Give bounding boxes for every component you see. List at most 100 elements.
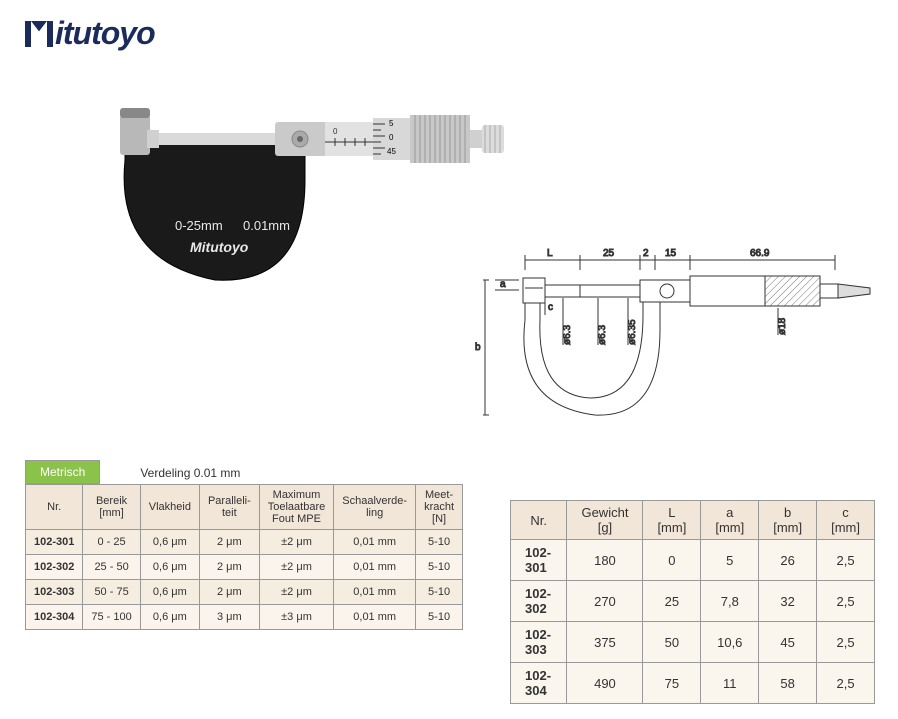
table-cell: 45	[759, 622, 817, 663]
table-cell: 11	[701, 663, 759, 704]
table-cell: 0,6 μm	[140, 555, 199, 580]
verdeling-label: Verdeling 0.01 mm	[140, 462, 240, 484]
table-cell: 26	[759, 540, 817, 581]
table-cell: 5	[701, 540, 759, 581]
table-cell: 102-304	[26, 605, 83, 630]
table-cell: 0	[643, 540, 701, 581]
spec-table-2: Nr.Gewicht[g]L[mm]a[mm]b[mm]c[mm] 102-30…	[510, 500, 875, 704]
table-cell: 2,5	[817, 663, 875, 704]
table-header: Nr.	[26, 485, 83, 530]
metrisch-tab: Metrisch	[25, 460, 100, 484]
table-cell: 2 μm	[199, 580, 259, 605]
svg-text:ø6.35: ø6.35	[627, 319, 638, 345]
brand-logo: itutoyo	[25, 15, 155, 52]
table-row: 102-30475 - 1000,6 μm3 μm±3 μm0,01 mm5-1…	[26, 605, 463, 630]
table-cell: 0,01 mm	[334, 555, 416, 580]
table-cell: 2 μm	[199, 555, 259, 580]
spec-table-1: Nr.Bereik[mm]VlakheidParalleli-teitMaxim…	[25, 484, 463, 630]
svg-text:15: 15	[665, 248, 677, 259]
table-cell: 25	[643, 581, 701, 622]
table-header: Gewicht[g]	[567, 501, 643, 540]
svg-text:b: b	[475, 342, 481, 353]
table-cell: 102-303	[26, 580, 83, 605]
table-cell: ±2 μm	[259, 580, 334, 605]
svg-text:c: c	[548, 302, 553, 313]
svg-text:ø6.3: ø6.3	[597, 325, 608, 345]
table-row: 102-302270257,8322,5	[511, 581, 875, 622]
table-cell: 180	[567, 540, 643, 581]
svg-text:25: 25	[603, 248, 615, 259]
svg-text:2: 2	[643, 248, 649, 259]
thimble-mark: 0	[389, 133, 394, 142]
table-header: Meet-kracht[N]	[416, 485, 463, 530]
table-row: 102-30118005262,5	[511, 540, 875, 581]
table-header: MaximumToelaatbareFout MPE	[259, 485, 334, 530]
table-cell: 2,5	[817, 540, 875, 581]
table-header: Nr.	[511, 501, 567, 540]
table-cell: ±3 μm	[259, 605, 334, 630]
table-cell: 102-302	[26, 555, 83, 580]
table-cell: 102-302	[511, 581, 567, 622]
table-cell: 75 - 100	[83, 605, 140, 630]
table-cell: 5-10	[416, 580, 463, 605]
table-cell: 5-10	[416, 530, 463, 555]
table-cell: 270	[567, 581, 643, 622]
logo-text: itutoyo	[55, 15, 155, 51]
brand-on-frame: Mitutoyo	[190, 239, 249, 255]
table-cell: ±2 μm	[259, 555, 334, 580]
table-row: 102-3010 - 250,6 μm2 μm±2 μm0,01 mm5-10	[26, 530, 463, 555]
table-cell: 2,5	[817, 581, 875, 622]
table-header: L[mm]	[643, 501, 701, 540]
table-cell: 3 μm	[199, 605, 259, 630]
table-header: Paralleli-teit	[199, 485, 259, 530]
table-cell: 5-10	[416, 605, 463, 630]
table-cell: 490	[567, 663, 643, 704]
svg-text:0: 0	[333, 127, 338, 136]
thimble-mark: 5	[389, 119, 394, 128]
table-cell: 10,6	[701, 622, 759, 663]
table-cell: 0,6 μm	[140, 530, 199, 555]
table-cell: 2 μm	[199, 530, 259, 555]
table-cell: 0,6 μm	[140, 605, 199, 630]
table-cell: 102-303	[511, 622, 567, 663]
svg-text:ø6.3: ø6.3	[562, 325, 573, 345]
table-row: 102-3044907511582,5	[511, 663, 875, 704]
table-row: 102-30350 - 750,6 μm2 μm±2 μm0,01 mm5-10	[26, 580, 463, 605]
table-cell: 2,5	[817, 622, 875, 663]
table-cell: 375	[567, 622, 643, 663]
svg-text:ø18: ø18	[777, 317, 788, 335]
table-cell: 0,01 mm	[334, 605, 416, 630]
technical-diagram: L 25 2 15 66.9 a b c ø6.3 ø6.3 ø6.35 ø18	[475, 240, 875, 440]
table-cell: 50	[643, 622, 701, 663]
table-cell: 102-301	[26, 530, 83, 555]
table-cell: 75	[643, 663, 701, 704]
range-label: 0-25mm	[175, 218, 223, 233]
table-cell: 0,01 mm	[334, 580, 416, 605]
svg-text:L: L	[547, 248, 553, 259]
table-cell: 5-10	[416, 555, 463, 580]
table-cell: ±2 μm	[259, 530, 334, 555]
table-cell: 25 - 50	[83, 555, 140, 580]
table-cell: 50 - 75	[83, 580, 140, 605]
table-cell: 0 - 25	[83, 530, 140, 555]
table-cell: 102-304	[511, 663, 567, 704]
table-cell: 0,01 mm	[334, 530, 416, 555]
table-row: 102-3033755010,6452,5	[511, 622, 875, 663]
table-header: Bereik[mm]	[83, 485, 140, 530]
table-header: Vlakheid	[140, 485, 199, 530]
table-cell: 58	[759, 663, 817, 704]
table-header: c[mm]	[817, 501, 875, 540]
table-header: b[mm]	[759, 501, 817, 540]
thimble-mark: 45	[387, 147, 396, 156]
table-header: a[mm]	[701, 501, 759, 540]
table-cell: 7,8	[701, 581, 759, 622]
table-cell: 0,6 μm	[140, 580, 199, 605]
table-cell: 102-301	[511, 540, 567, 581]
svg-text:66.9: 66.9	[750, 248, 770, 259]
product-photo: 0 5 0 45 0-25mm 0.01mm Mitutoyo	[65, 60, 515, 330]
resolution-label: 0.01mm	[243, 218, 290, 233]
table-header: Schaalverde-ling	[334, 485, 416, 530]
tables-section: Metrisch Verdeling 0.01 mm Nr.Bereik[mm]…	[25, 460, 875, 630]
svg-text:a: a	[500, 279, 506, 290]
table-row: 102-30225 - 500,6 μm2 μm±2 μm0,01 mm5-10	[26, 555, 463, 580]
